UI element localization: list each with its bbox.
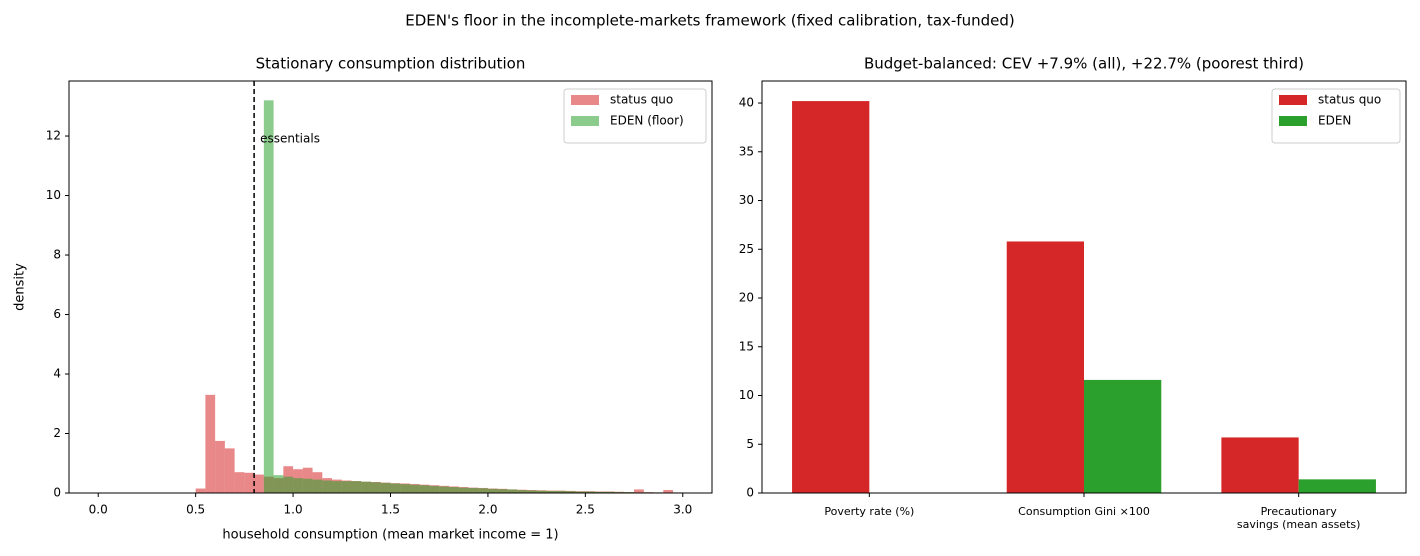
hist-bar xyxy=(663,490,674,493)
hist-bar xyxy=(390,483,401,493)
hist-bar xyxy=(400,484,410,493)
hist-bar xyxy=(332,481,342,493)
hist-bar xyxy=(556,490,566,493)
hist-bar xyxy=(195,488,206,493)
hist-bar xyxy=(634,489,644,493)
bar xyxy=(792,101,870,494)
hist-bar xyxy=(429,485,440,493)
hist-bar xyxy=(419,485,430,493)
legend-swatch xyxy=(571,95,599,105)
hist-bar xyxy=(341,481,352,493)
axes-frame xyxy=(68,80,713,494)
x-tick-label: 2.5 xyxy=(576,503,595,517)
y-tick-label: 0 xyxy=(53,486,61,500)
hist-bar xyxy=(565,491,576,493)
hist-bar xyxy=(468,487,479,493)
y-tick-label: 12 xyxy=(46,129,61,143)
bar xyxy=(1084,379,1162,493)
annotation: essentials xyxy=(260,132,320,146)
hist-bar xyxy=(322,480,333,493)
y-tick-label: 2 xyxy=(53,426,61,440)
x-axis-label: household consumption (mean market incom… xyxy=(222,528,558,543)
hist-bar xyxy=(546,490,557,493)
y-tick-label: 35 xyxy=(739,144,754,158)
hist-bar xyxy=(293,478,303,493)
y-tick-label: 0 xyxy=(746,486,754,500)
hist-bar xyxy=(517,490,527,493)
bar xyxy=(1298,479,1376,493)
chart-title: Stationary consumption distribution xyxy=(256,55,526,73)
hist-bar xyxy=(497,489,508,493)
x-tick-label: Consumption Gini ×100 xyxy=(1018,505,1150,518)
bar xyxy=(1006,241,1084,493)
hist-bar xyxy=(263,100,274,493)
legend-swatch xyxy=(571,116,599,126)
x-tick-label: 1.0 xyxy=(284,503,303,517)
hist-bar xyxy=(283,476,294,493)
hist-bar xyxy=(575,491,586,493)
y-tick-label: 6 xyxy=(53,307,61,321)
hist-bar xyxy=(215,440,225,493)
hist-bar xyxy=(409,484,420,493)
y-tick-label: 20 xyxy=(739,291,754,305)
hist-bar xyxy=(312,479,323,493)
legend-label: EDEN (floor) xyxy=(610,114,684,128)
hist-bar xyxy=(254,474,264,493)
x-tick-label: Poverty rate (%) xyxy=(824,505,915,518)
hist-bar xyxy=(507,489,518,493)
bar xyxy=(1221,437,1299,493)
y-tick-label: 10 xyxy=(739,388,754,402)
legend-swatch xyxy=(1279,116,1307,126)
legend-box xyxy=(563,88,707,144)
hist-bar xyxy=(439,486,449,493)
hist-bar xyxy=(234,472,245,493)
y-tick-label: 25 xyxy=(739,242,754,256)
legend-swatch xyxy=(1279,95,1307,105)
hist-bar xyxy=(478,488,488,493)
hist-bar xyxy=(371,482,381,493)
y-tick-label: 30 xyxy=(739,193,754,207)
hist-bar xyxy=(380,482,391,493)
y-tick-label: 5 xyxy=(746,437,754,451)
hist-bar xyxy=(526,490,537,493)
legend-label: status quo xyxy=(610,93,673,107)
hist-bar xyxy=(448,487,459,493)
hist-bar xyxy=(273,475,284,493)
x-tick-label: Precautionary savings (mean assets) xyxy=(1236,505,1361,531)
hist-bar xyxy=(536,490,547,493)
hist-bar xyxy=(595,491,605,493)
y-axis-label: density xyxy=(13,263,28,311)
legend-label: EDEN xyxy=(1318,114,1351,128)
hist-bar xyxy=(205,394,216,493)
hist-bar xyxy=(585,491,596,493)
hist-bar xyxy=(302,478,313,493)
hist-bar xyxy=(487,488,498,493)
x-tick-label: 3.0 xyxy=(673,503,692,517)
hist-bar xyxy=(604,491,615,493)
chart-title: Budget-balanced: CEV +7.9% (all), +22.7%… xyxy=(864,55,1304,73)
x-tick-label: 1.5 xyxy=(381,503,400,517)
x-tick-label: 2.0 xyxy=(478,503,497,517)
hist-bar xyxy=(351,481,362,493)
axes-frame xyxy=(761,80,1407,494)
x-tick-label: 0.0 xyxy=(89,503,108,517)
y-tick-label: 10 xyxy=(46,188,61,202)
y-tick-label: 15 xyxy=(739,339,754,353)
x-tick-label: 0.5 xyxy=(186,503,205,517)
hist-bar xyxy=(224,448,235,493)
hist-bar xyxy=(244,472,255,493)
figure-title: EDEN's floor in the incomplete-markets f… xyxy=(405,12,1014,30)
y-tick-label: 8 xyxy=(53,248,61,262)
hist-bar xyxy=(458,487,469,493)
y-tick-label: 4 xyxy=(53,367,61,381)
y-tick-label: 40 xyxy=(739,96,754,110)
hist-bar xyxy=(361,481,372,493)
legend-label: status quo xyxy=(1318,93,1381,107)
